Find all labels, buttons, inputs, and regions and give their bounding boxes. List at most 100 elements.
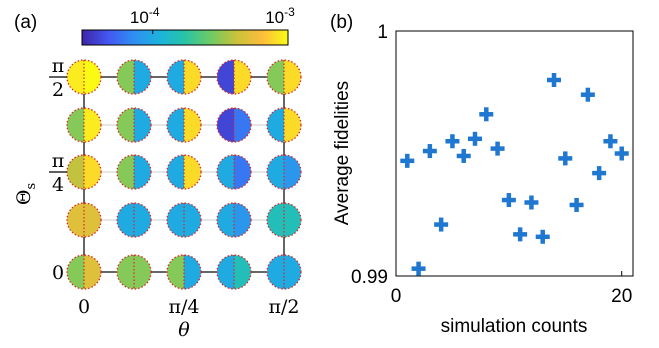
circle-right-half xyxy=(234,203,251,237)
circle-outline xyxy=(266,254,302,290)
circle-right-half xyxy=(234,255,251,289)
circle-outline xyxy=(66,107,102,143)
grid-circle xyxy=(166,107,202,143)
circle-outline xyxy=(216,202,252,238)
data-point xyxy=(468,131,482,146)
colorbar-gradient xyxy=(81,29,289,46)
circle-right-half xyxy=(134,203,151,237)
data-point xyxy=(603,134,618,149)
grid-circle xyxy=(166,254,202,290)
circle-outline xyxy=(116,254,152,290)
circle-right-half xyxy=(284,203,301,237)
circle-left-half xyxy=(167,203,184,237)
data-point xyxy=(524,195,539,210)
x-tick-label: 0 xyxy=(391,286,402,307)
circle-left-half xyxy=(67,203,84,237)
circle-left-half xyxy=(117,203,134,237)
circle-right-half xyxy=(134,108,151,142)
data-point xyxy=(490,141,505,156)
circle-left-half xyxy=(267,203,284,237)
circle-left-half xyxy=(67,255,84,289)
circle-left-half xyxy=(167,108,184,142)
grid-circle xyxy=(266,107,302,143)
circle-outline xyxy=(216,107,252,143)
data-point xyxy=(592,166,607,181)
grid-circle xyxy=(66,59,102,95)
grid-circle xyxy=(166,154,202,190)
circle-outline xyxy=(116,107,152,143)
circle-outline xyxy=(166,202,202,238)
circle-right-half xyxy=(184,255,201,289)
data-point xyxy=(535,229,550,244)
circle-right-half xyxy=(84,108,101,142)
circle-outline xyxy=(116,154,152,190)
circle-outline xyxy=(266,107,302,143)
circle-outline xyxy=(166,254,202,290)
data-point xyxy=(445,134,460,149)
circle-left-half xyxy=(267,60,284,94)
grid-circle xyxy=(66,107,102,143)
circle-right-half xyxy=(184,155,201,189)
circle-left-half xyxy=(217,108,234,142)
data-point xyxy=(422,144,437,159)
circle-right-half xyxy=(134,60,151,94)
circle-right-half xyxy=(234,108,251,142)
grid-circle xyxy=(266,202,302,238)
grid-circle xyxy=(116,254,152,290)
circle-right-half xyxy=(134,155,151,189)
grid-circle xyxy=(66,202,102,238)
circle-left-half xyxy=(167,255,184,289)
grid-circle xyxy=(216,59,252,95)
circle-right-half xyxy=(284,108,301,142)
data-point xyxy=(614,146,629,161)
grid-circle xyxy=(216,154,252,190)
x-tick-label: 0 xyxy=(78,296,90,318)
circle-right-half xyxy=(134,255,151,289)
grid-circle xyxy=(116,107,152,143)
circle-outline xyxy=(66,202,102,238)
colorbar-tick-label: 10-3 xyxy=(265,5,295,27)
circle-left-half xyxy=(217,60,234,94)
data-point xyxy=(456,148,471,163)
circle-outline xyxy=(266,59,302,95)
data-point xyxy=(501,193,516,208)
data-point xyxy=(547,73,561,87)
circle-outline xyxy=(216,254,252,290)
circle-left-half xyxy=(267,255,284,289)
circle-right-half xyxy=(234,60,251,94)
circle-left-half xyxy=(67,60,84,94)
svg-text:Θs: Θs xyxy=(13,183,39,205)
panel-a-grid xyxy=(66,59,302,290)
grid-circle xyxy=(266,254,302,290)
circle-outline xyxy=(166,154,202,190)
panel-b-label: (b) xyxy=(330,12,353,33)
colorbar-tick-base: 10 xyxy=(130,8,149,27)
circle-outline xyxy=(66,254,102,290)
circle-right-half xyxy=(184,108,201,142)
y-axis-label: Average fidelities xyxy=(332,81,353,225)
x-tick-label: π/2 xyxy=(269,296,300,318)
grid-circle xyxy=(66,254,102,290)
grid-circle xyxy=(166,59,202,95)
circle-left-half xyxy=(67,155,84,189)
y-axis-label-subscript: s xyxy=(24,183,39,190)
circle-right-half xyxy=(84,203,101,237)
grid-circle xyxy=(216,202,252,238)
data-point xyxy=(513,227,528,242)
circle-left-half xyxy=(217,255,234,289)
circle-left-half xyxy=(117,255,134,289)
circle-right-half xyxy=(184,60,201,94)
circle-outline xyxy=(166,107,202,143)
grid-circle xyxy=(116,154,152,190)
grid-circle xyxy=(116,59,152,95)
circle-right-half xyxy=(84,255,101,289)
circle-outline xyxy=(216,154,252,190)
circle-outline xyxy=(166,59,202,95)
circle-outline xyxy=(116,59,152,95)
panel-a-x-ticks: 0 π/4 π/2 xyxy=(78,296,300,318)
circle-left-half xyxy=(117,60,134,94)
circle-right-half xyxy=(284,60,301,94)
data-point xyxy=(569,197,584,212)
circle-outline xyxy=(216,59,252,95)
